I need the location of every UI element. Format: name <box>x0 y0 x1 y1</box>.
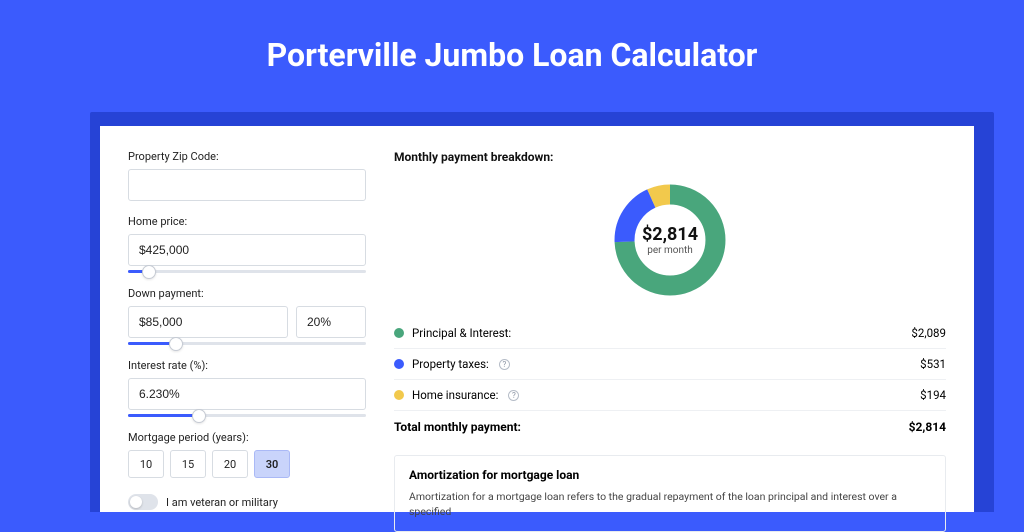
info-icon[interactable]: ? <box>499 359 510 370</box>
period-option-15[interactable]: 15 <box>170 450 206 478</box>
home-price-input[interactable] <box>128 234 366 266</box>
inputs-column: Property Zip Code: Home price: Down paym… <box>128 150 366 512</box>
total-label: Total monthly payment: <box>394 420 521 434</box>
veteran-toggle[interactable] <box>128 494 158 510</box>
breakdown-title: Monthly payment breakdown: <box>394 150 946 164</box>
breakdown-line: Home insurance:? $194 <box>394 379 946 410</box>
down-payment-slider-handle[interactable] <box>169 337 183 351</box>
calculator-card: Property Zip Code: Home price: Down paym… <box>100 126 974 512</box>
interest-rate-input[interactable] <box>128 378 366 410</box>
home-price-slider[interactable] <box>128 270 366 273</box>
breakdown-value: $194 <box>920 388 946 402</box>
zip-field: Property Zip Code: <box>128 150 366 201</box>
amortization-text: Amortization for a mortgage loan refers … <box>409 490 931 519</box>
interest-rate-slider-fill <box>128 414 199 417</box>
breakdown-label: Principal & Interest: <box>412 326 511 340</box>
veteran-toggle-row: I am veteran or military <box>128 494 366 510</box>
home-price-slider-handle[interactable] <box>142 265 156 279</box>
donut-chart: $2,814 per month <box>610 180 730 300</box>
down-payment-input[interactable] <box>128 306 288 338</box>
home-price-field: Home price: <box>128 215 366 273</box>
breakdown-total-row: Total monthly payment: $2,814 <box>394 410 946 443</box>
period-option-30[interactable]: 30 <box>254 450 290 478</box>
breakdown-value: $531 <box>920 357 946 371</box>
breakdown-label: Home insurance: <box>412 388 498 402</box>
down-payment-slider[interactable] <box>128 342 366 345</box>
interest-rate-slider-handle[interactable] <box>192 409 206 423</box>
breakdown-line: Principal & Interest: $2,089 <box>394 318 946 348</box>
home-price-label: Home price: <box>128 215 366 228</box>
amortization-card: Amortization for mortgage loan Amortizat… <box>394 455 946 532</box>
mortgage-period-options: 10152030 <box>128 450 366 478</box>
down-payment-label: Down payment: <box>128 287 366 300</box>
interest-rate-label: Interest rate (%): <box>128 359 366 372</box>
zip-label: Property Zip Code: <box>128 150 366 163</box>
veteran-toggle-label: I am veteran or military <box>166 496 278 509</box>
donut-amount: $2,814 <box>642 224 698 245</box>
legend-dot <box>394 390 404 400</box>
mortgage-period-label: Mortgage period (years): <box>128 431 366 444</box>
donut-sub: per month <box>647 245 693 256</box>
down-payment-pct-input[interactable] <box>296 306 366 338</box>
zip-input[interactable] <box>128 169 366 201</box>
breakdown-lines: Principal & Interest: $2,089 Property taxe… <box>394 318 946 410</box>
legend-dot <box>394 328 404 338</box>
breakdown-column: Monthly payment breakdown: $2,814 per mo… <box>394 150 946 512</box>
total-value: $2,814 <box>909 420 946 434</box>
down-payment-field: Down payment: <box>128 287 366 345</box>
donut-chart-container: $2,814 per month <box>394 170 946 318</box>
legend-dot <box>394 359 404 369</box>
page-title: Porterville Jumbo Loan Calculator <box>0 0 1024 102</box>
period-option-10[interactable]: 10 <box>128 450 164 478</box>
veteran-toggle-knob <box>130 496 142 508</box>
amortization-title: Amortization for mortgage loan <box>409 468 931 482</box>
donut-center: $2,814 per month <box>610 180 730 300</box>
period-option-20[interactable]: 20 <box>212 450 248 478</box>
interest-rate-field: Interest rate (%): <box>128 359 366 417</box>
info-icon[interactable]: ? <box>508 390 519 401</box>
mortgage-period-field: Mortgage period (years): 10152030 <box>128 431 366 478</box>
breakdown-line: Property taxes:? $531 <box>394 348 946 379</box>
interest-rate-slider[interactable] <box>128 414 366 417</box>
breakdown-value: $2,089 <box>911 326 946 340</box>
breakdown-label: Property taxes: <box>412 357 489 371</box>
